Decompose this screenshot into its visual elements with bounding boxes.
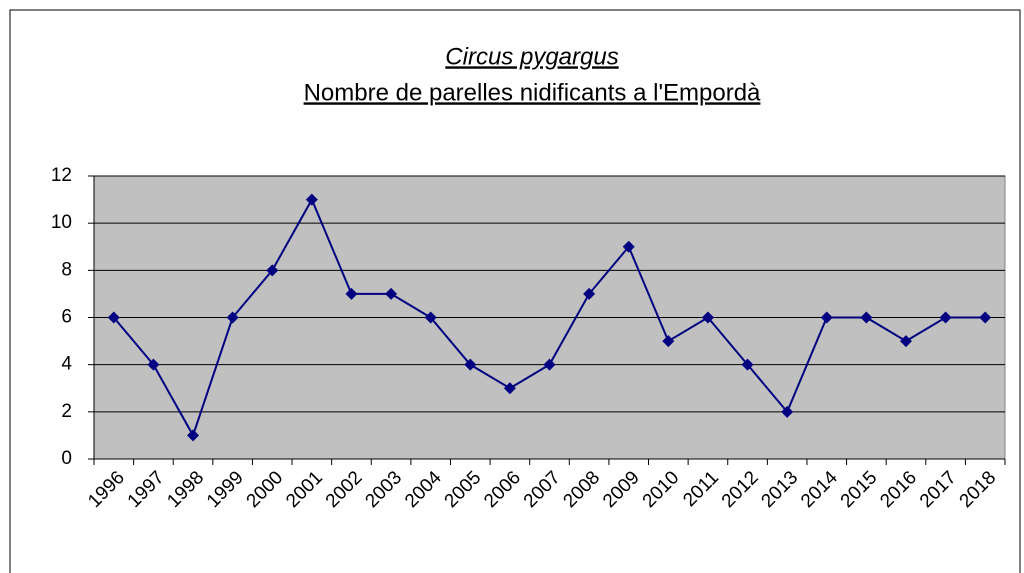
data-point	[741, 358, 754, 371]
x-tick-label: 2010	[639, 467, 684, 512]
x-tick-label: 2002	[322, 467, 367, 512]
x-tick-label: 1998	[163, 467, 208, 512]
data-point	[147, 358, 160, 371]
data-point	[503, 382, 516, 395]
data-point	[543, 358, 556, 371]
x-tick-label: 2007	[520, 467, 565, 512]
data-point	[424, 311, 437, 324]
data-point	[860, 311, 873, 324]
y-tick-label: 4	[61, 354, 72, 375]
data-point	[701, 311, 714, 324]
x-tick-label: 2009	[599, 467, 644, 512]
x-tick-label: 2018	[956, 467, 1001, 512]
chart-frame	[9, 9, 1021, 573]
data-point	[464, 358, 477, 371]
chart-title: Circus pygargus	[445, 43, 618, 70]
x-tick-label: 1996	[84, 467, 129, 512]
data-point	[899, 335, 912, 348]
x-tick-label: 2003	[361, 467, 406, 512]
data-point	[820, 311, 833, 324]
x-tick-label: 1999	[203, 467, 248, 512]
data-point	[226, 311, 239, 324]
x-tick-label: 2016	[876, 467, 921, 512]
x-tick-label: 2000	[243, 467, 288, 512]
x-tick-label: 1997	[124, 467, 169, 512]
data-point	[781, 405, 794, 418]
y-tick-label: 8	[61, 259, 72, 280]
y-tick-label: 12	[51, 165, 72, 186]
x-tick-label: 2011	[679, 467, 723, 511]
x-tick-label: 2015	[837, 467, 882, 512]
data-point	[266, 264, 279, 277]
data-point	[583, 287, 596, 300]
x-tick-label: 2001	[282, 467, 327, 512]
x-tick-label: 2014	[797, 467, 842, 512]
data-point	[979, 311, 992, 324]
y-tick-label: 0	[61, 448, 72, 469]
y-tick-label: 6	[61, 307, 72, 328]
data-point	[939, 311, 952, 324]
data-point	[662, 335, 675, 348]
x-tick-label: 2004	[401, 467, 446, 512]
x-tick-label: 2008	[559, 467, 604, 512]
x-tick-label: 2013	[757, 467, 802, 512]
y-tick-label: 10	[51, 212, 72, 233]
data-point	[622, 240, 635, 253]
data-point	[187, 429, 200, 442]
x-tick-label: 2012	[718, 467, 763, 512]
x-tick-label: 2005	[441, 467, 486, 512]
x-tick-label: 2006	[480, 467, 525, 512]
data-point	[385, 287, 398, 300]
data-point	[345, 287, 358, 300]
data-point	[107, 311, 120, 324]
x-tick-label: 2017	[916, 467, 961, 512]
data-point	[305, 193, 318, 206]
y-tick-label: 2	[61, 401, 72, 422]
chart-subtitle: Nombre de parelles nidificants a l'Empor…	[304, 79, 761, 106]
